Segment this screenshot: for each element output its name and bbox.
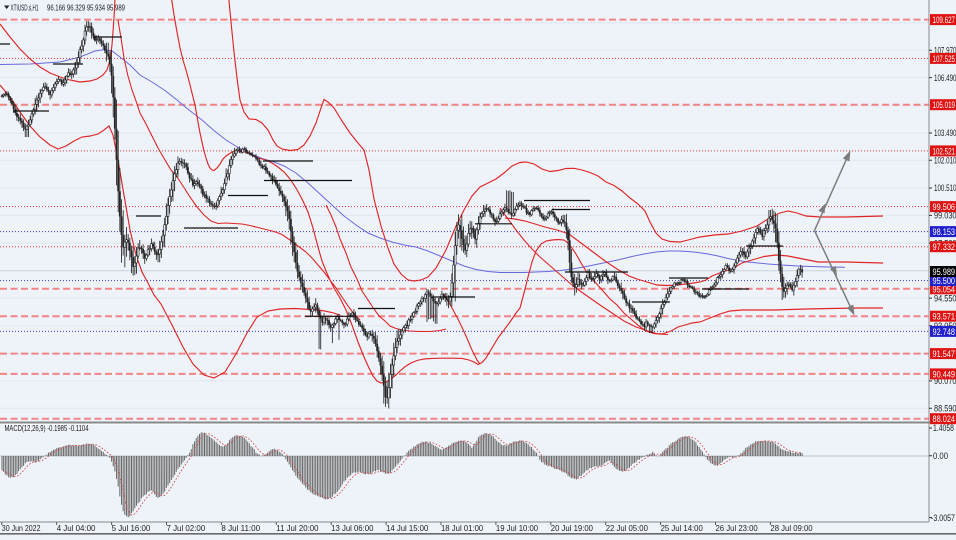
svg-text:13 Jul 06:00: 13 Jul 06:00: [331, 524, 374, 533]
svg-text:92.748: 92.748: [933, 327, 956, 338]
svg-text:30 Jun 2022: 30 Jun 2022: [2, 524, 41, 533]
svg-text:95.989: 95.989: [933, 267, 956, 278]
svg-text:96.166 96.329 95.934 95.989: 96.166 96.329 95.934 95.989: [47, 4, 125, 13]
svg-text:97.332: 97.332: [933, 242, 956, 253]
svg-text:98.153: 98.153: [933, 227, 956, 238]
svg-text:5 Jul 16:00: 5 Jul 16:00: [112, 524, 151, 533]
svg-text:106.490: 106.490: [934, 73, 956, 84]
svg-text:99.506: 99.506: [933, 202, 956, 213]
svg-text:105.019: 105.019: [933, 100, 956, 111]
svg-text:107.970: 107.970: [934, 45, 956, 56]
svg-text:1.4058: 1.4058: [933, 423, 954, 434]
svg-text:102.521: 102.521: [933, 146, 956, 157]
svg-text:107.525: 107.525: [933, 54, 956, 65]
svg-text:95.054: 95.054: [933, 284, 956, 295]
svg-text:93.571: 93.571: [933, 312, 956, 323]
svg-text:26 Jul 23:00: 26 Jul 23:00: [716, 524, 759, 533]
svg-text:99.030: 99.030: [934, 211, 956, 222]
svg-text:28 Jul 09:00: 28 Jul 09:00: [770, 524, 813, 533]
svg-text:109.627: 109.627: [933, 15, 956, 26]
svg-text:11 Jul 20:00: 11 Jul 20:00: [276, 524, 319, 533]
svg-text:0.00: 0.00: [933, 451, 948, 462]
svg-text:91.547: 91.547: [933, 349, 956, 360]
svg-text:20 Jul 19:00: 20 Jul 19:00: [551, 524, 594, 533]
svg-text:94.550: 94.550: [934, 293, 956, 304]
svg-text:88.024: 88.024: [933, 414, 956, 425]
svg-text:90.449: 90.449: [933, 369, 956, 380]
svg-text:-3.0057: -3.0057: [931, 513, 955, 524]
svg-text:7 Jul 02:00: 7 Jul 02:00: [167, 524, 206, 533]
svg-text:MACD(12,26,9) -0.1985 -0.1104: MACD(12,26,9) -0.1985 -0.1104: [5, 424, 89, 433]
svg-text:25 Jul 14:00: 25 Jul 14:00: [661, 524, 704, 533]
svg-text:95.500: 95.500: [933, 276, 956, 287]
svg-text:22 Jul 05:00: 22 Jul 05:00: [606, 524, 649, 533]
svg-text:103.490: 103.490: [934, 128, 956, 139]
svg-text:88.590: 88.590: [934, 403, 956, 414]
svg-text:100.510: 100.510: [934, 183, 956, 194]
svg-text:8 Jul 11:00: 8 Jul 11:00: [221, 524, 260, 533]
svg-text:102.010: 102.010: [934, 156, 956, 167]
svg-text:18 Jul 01:00: 18 Jul 01:00: [441, 524, 484, 533]
svg-text:XTIUSD.ś,H1: XTIUSD.ś,H1: [11, 4, 39, 13]
svg-text:90.070: 90.070: [934, 376, 956, 387]
svg-text:19 Jul 10:00: 19 Jul 10:00: [496, 524, 539, 533]
svg-text:4 Jul 04:00: 4 Jul 04:00: [57, 524, 96, 533]
svg-text:14 Jul 15:00: 14 Jul 15:00: [386, 524, 429, 533]
